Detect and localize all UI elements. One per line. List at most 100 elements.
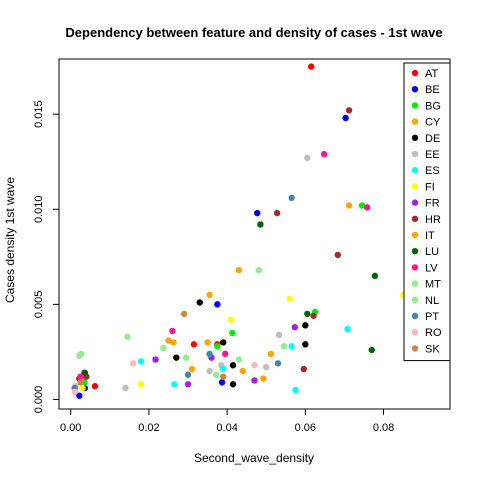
x-axis-label: Second_wave_density [194,451,314,465]
legend-label-hr: HR [425,214,441,226]
legend-label-bg: BG [425,100,441,112]
point-cy [206,291,213,299]
point-fi [79,384,86,392]
legend-marker-ee [411,150,419,158]
x-tick-label: 0.02 [138,422,159,434]
legend-label-ro: RO [425,327,442,339]
y-tick-label: 0.005 [33,291,45,319]
point-be [218,379,226,386]
legend-label-de: DE [425,133,440,145]
legend-marker-pt [411,312,419,320]
point-fr [291,324,298,331]
point-mt [235,356,243,363]
point-lv [363,204,371,211]
point-nl [280,343,288,350]
point-es [288,343,295,350]
point-bg [214,343,221,350]
plot-area [58,58,451,410]
point-fi [227,316,235,323]
point-ro [71,388,78,396]
x-axis: 0.00 0.02 0.04 0.06 0.08 [60,408,394,434]
point-be [76,392,83,399]
point-pt [288,194,295,202]
point-cy [260,375,267,382]
legend-marker-lv [411,264,419,271]
x-tick-label: 0.04 [216,422,237,434]
point-de [196,299,203,306]
point-cy [345,202,353,209]
point-be [214,301,221,308]
legend-marker-nl [411,296,419,303]
legend: AT BE BG CY DE EE ES FI FR HR IT LU LV MT NL PT RO SK [403,62,451,362]
point-ee [263,363,270,371]
point-hr [300,365,307,373]
point-lv [77,373,84,380]
point-pt [274,360,282,367]
point-it [239,367,246,375]
point-de [302,322,309,329]
point-sk [220,373,227,380]
legend-label-fi: FI [425,181,435,193]
point-de [302,341,309,348]
legend-label-cy: CY [425,117,441,129]
point-ee [275,331,283,339]
point-fi [286,295,293,302]
point-pt [184,371,192,378]
point-fr [152,356,159,363]
point-lv [320,150,328,158]
point-at [307,63,315,70]
point-sk [77,379,84,386]
point-bg [229,329,236,337]
point-cy [267,350,275,358]
point-hr [273,209,281,217]
point-lu [257,221,264,228]
y-tick-label: 0.015 [33,100,45,128]
point-es [344,325,351,333]
legend-marker-ro [411,329,419,336]
legend-marker-bg [411,102,419,109]
x-tick-label: 0.06 [295,422,316,434]
x-tick-label: 0.08 [373,422,394,434]
point-ee [122,384,129,392]
point-hr [310,312,317,319]
point-mt [124,333,131,340]
point-it [165,337,172,344]
legend-label-be: BE [425,84,440,96]
legend-label-mt: MT [425,279,441,291]
y-axis-label: Cases density 1st wave [3,177,17,303]
point-lv [169,327,176,335]
point-lu [371,272,379,280]
point-lu [304,310,311,318]
point-de [229,362,237,369]
point-nl [212,371,220,378]
point-fi [137,381,145,388]
point-lu [368,346,375,354]
point-at [190,341,198,348]
point-ee [304,154,311,162]
point-fr [184,381,192,388]
point-lv [221,350,229,358]
legend-marker-lu [411,248,419,255]
point-hr [334,251,341,259]
point-mt [255,266,263,274]
legend-label-pt: PT [425,311,439,323]
point-es [171,381,178,388]
point-es [292,386,299,394]
point-cy [188,365,196,373]
x-tick-label: 0.00 [60,422,81,434]
legend-marker-it [411,231,419,239]
legend-marker-fr [411,199,419,206]
point-bg [358,202,366,209]
legend-label-lv: LV [425,262,438,274]
y-tick-label: 0.010 [33,196,45,224]
y-axis: 0.000 0.005 0.010 0.015 [33,100,60,413]
legend-marker-mt [411,280,419,287]
point-de [220,339,227,346]
point-nl [76,352,83,359]
data-points [71,63,407,399]
point-nl [182,354,190,361]
point-es [137,358,145,365]
point-ro [130,360,137,367]
point-cy [235,266,243,274]
